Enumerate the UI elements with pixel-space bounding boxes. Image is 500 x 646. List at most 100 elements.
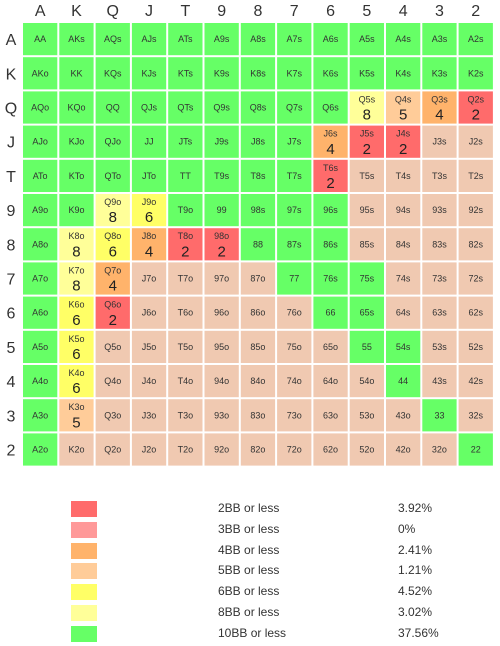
column-header-K: K xyxy=(71,3,82,20)
cell-fill xyxy=(422,194,457,227)
legend-swatch xyxy=(71,501,97,517)
cell-fill xyxy=(168,399,203,432)
cell-fill xyxy=(422,91,457,124)
row-header-T: T xyxy=(6,169,16,186)
cell-label: Q9s xyxy=(213,103,230,113)
cell-AA: AA xyxy=(23,23,58,56)
cell-label: K5o xyxy=(68,334,84,344)
cell-A8s: A8s xyxy=(240,23,276,56)
cell-T7o: T7o xyxy=(168,262,203,295)
cell-label: 54s xyxy=(396,342,411,352)
cell-fill xyxy=(386,125,421,158)
cell-label: 94o xyxy=(214,376,229,386)
cell-A2s: A2s xyxy=(458,23,493,56)
cell-stack-value: 8 xyxy=(109,209,117,226)
cell-fill xyxy=(240,91,276,124)
cell-fill xyxy=(313,399,348,432)
cell-fill xyxy=(386,228,421,261)
legend-item: 5BB or less 1.21% xyxy=(0,560,500,582)
cell-label: Q9o xyxy=(104,197,121,207)
cell-fill xyxy=(131,365,167,398)
cell-label: K4s xyxy=(395,68,411,78)
legend-swatch xyxy=(71,521,97,538)
cell-53s: 53s xyxy=(422,330,457,363)
cell-fill xyxy=(204,57,239,90)
legend-percent: 37.56% xyxy=(398,625,439,640)
cell-fill xyxy=(349,91,384,124)
cell-label: Q4o xyxy=(104,376,121,386)
cell-label: K2s xyxy=(468,68,484,78)
cell-fill xyxy=(204,399,239,432)
cell-97s: 97s xyxy=(277,194,312,227)
cell-fill xyxy=(95,399,130,432)
cell-stack-value: 6 xyxy=(72,346,80,363)
column-header-4: 4 xyxy=(399,3,408,20)
cell-fill xyxy=(386,159,421,192)
cell-JTs: JTs xyxy=(168,125,203,158)
cell-fill xyxy=(349,23,384,56)
cell-label: 43s xyxy=(432,376,447,386)
cell-label: 72s xyxy=(468,274,483,284)
cell-T5o: T5o xyxy=(168,330,203,363)
cell-label: J8s xyxy=(251,137,266,147)
cell-label: Q8s xyxy=(250,103,267,113)
cell-fill xyxy=(458,91,493,124)
cell-T6o: T6o xyxy=(168,296,203,329)
cell-74s: 74s xyxy=(386,262,421,295)
cell-label: J6s xyxy=(324,129,339,139)
cell-T3o: T3o xyxy=(168,399,203,432)
legend-label: 4BB or less xyxy=(218,542,280,557)
cell-label: K9s xyxy=(214,68,230,78)
cell-label: 66 xyxy=(326,308,336,318)
cell-label: 86s xyxy=(323,239,338,249)
cell-J5o: J5o xyxy=(131,330,167,363)
cell-KJs: KJs xyxy=(131,57,167,90)
cell-label: T8o xyxy=(178,231,194,241)
cell-52o: 52o xyxy=(349,433,384,466)
cell-fill xyxy=(349,296,384,329)
column-header-T: T xyxy=(180,3,190,20)
cell-fill xyxy=(277,262,312,295)
cell-label: 92s xyxy=(468,205,483,215)
cell-fill xyxy=(204,125,239,158)
cell-label: J2s xyxy=(469,137,484,147)
cell-86s: 86s xyxy=(313,228,348,261)
cell-label: AJs xyxy=(142,34,158,44)
cell-label: 93s xyxy=(432,205,447,215)
cell-fill xyxy=(131,262,167,295)
cell-label: 87s xyxy=(287,239,302,249)
cell-label: 77 xyxy=(289,274,299,284)
cell-fill xyxy=(277,296,312,329)
cell-fill xyxy=(204,228,239,261)
cell-52s: 52s xyxy=(458,330,493,363)
cell-label: K8s xyxy=(250,68,266,78)
cell-stack-value: 6 xyxy=(145,209,153,226)
cell-fill xyxy=(240,57,276,90)
cell-label: A6o xyxy=(32,308,48,318)
cell-label: K6o xyxy=(68,300,84,310)
cell-fill xyxy=(458,296,493,329)
cell-label: K7s xyxy=(286,68,302,78)
cell-85s: 85s xyxy=(349,228,384,261)
cell-label: 73s xyxy=(432,274,447,284)
cell-T2o: T2o xyxy=(168,433,203,466)
cell-K9o: K9o xyxy=(59,194,94,227)
cell-fill xyxy=(240,296,276,329)
cell-label: AKo xyxy=(32,68,49,78)
cell-label: 64o xyxy=(323,376,338,386)
cell-62s: 62s xyxy=(458,296,493,329)
cell-label: 99 xyxy=(217,205,227,215)
cell-fill xyxy=(458,125,493,158)
column-header-Q: Q xyxy=(107,3,119,20)
cell-stack-value: 2 xyxy=(109,312,117,329)
cell-QJo: QJo xyxy=(95,125,130,158)
cell-75o: 75o xyxy=(277,330,312,363)
cell-43o: 43o xyxy=(386,399,421,432)
legend-swatch xyxy=(71,563,97,580)
column-header-J: J xyxy=(145,3,153,20)
cell-fill xyxy=(95,91,130,124)
cell-62o: 62o xyxy=(313,433,348,466)
